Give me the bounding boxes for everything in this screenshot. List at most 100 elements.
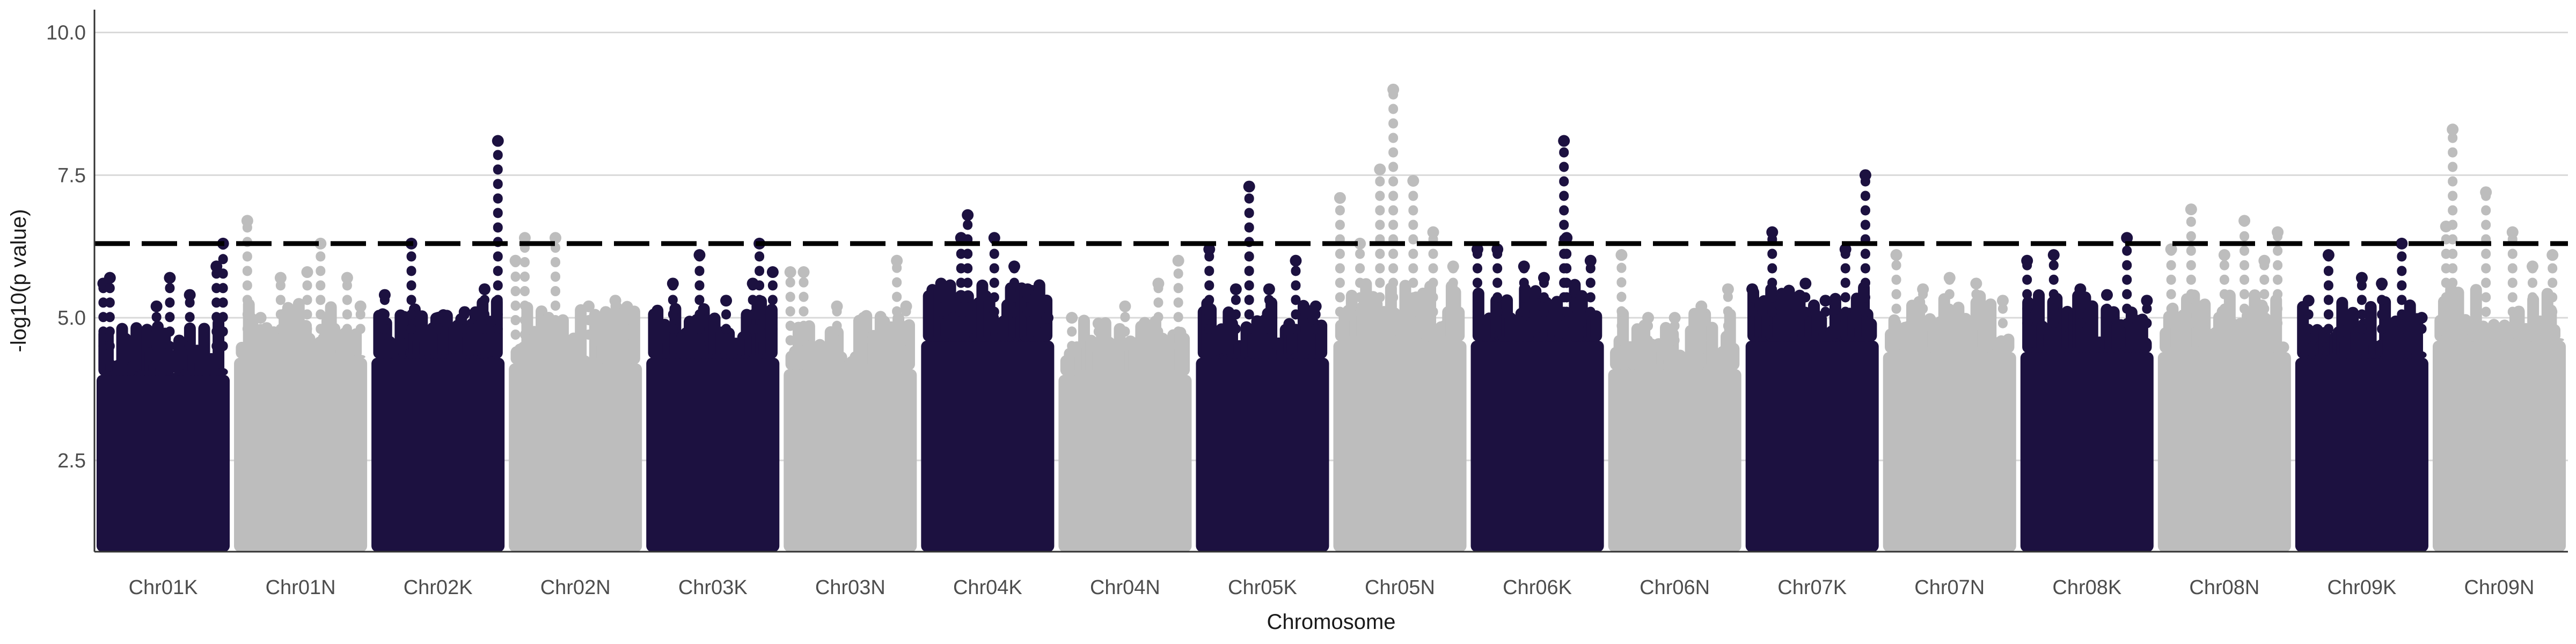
- point: [1119, 300, 1131, 312]
- point: [797, 266, 810, 279]
- point: [432, 312, 444, 324]
- chromosome-group-chr06n: [1608, 249, 1741, 552]
- axes: [93, 10, 2568, 553]
- point: [667, 277, 679, 290]
- point: [2101, 289, 2113, 301]
- point-column: [2140, 337, 2152, 353]
- point: [1387, 83, 1400, 96]
- point: [1172, 254, 1184, 267]
- point: [1230, 283, 1242, 295]
- point-column: [2414, 351, 2427, 359]
- chromosome-group-chr05k: [1196, 180, 1329, 552]
- point: [720, 295, 733, 307]
- point: [1407, 174, 1419, 187]
- point-column: [2549, 324, 2561, 342]
- point-column: [903, 319, 916, 370]
- point: [1518, 260, 1530, 273]
- point-cloud: [1333, 340, 1467, 552]
- chromosome-group-chr07n: [1883, 249, 2016, 552]
- chromosome-group-chr01k: [97, 237, 230, 552]
- x-tick-label: Chr07K: [1777, 576, 1847, 599]
- chromosome-group-chr02k: [371, 135, 505, 552]
- point: [1584, 254, 1597, 267]
- point-cloud: [2020, 352, 2154, 552]
- point: [354, 300, 367, 312]
- point: [1819, 295, 1832, 307]
- point: [1943, 272, 1956, 284]
- point-cloud: [97, 375, 230, 552]
- point-column: [350, 328, 362, 359]
- point: [1839, 243, 1851, 255]
- point: [2355, 272, 2368, 284]
- x-tick-label: Chr05N: [1365, 576, 1435, 599]
- point: [478, 283, 491, 295]
- point-cloud: [646, 357, 780, 552]
- point: [1263, 283, 1275, 295]
- x-tick-label: Chr05K: [1228, 576, 1297, 599]
- chromosome-group-chr07k: [1745, 169, 1879, 552]
- point: [254, 312, 267, 324]
- point: [2021, 254, 2033, 267]
- point: [1290, 254, 1302, 267]
- point: [2416, 312, 2428, 324]
- point-column: [575, 304, 587, 365]
- point: [988, 232, 1000, 244]
- chromosome-group-chr04k: [921, 209, 1055, 552]
- point-cloud: [1745, 340, 1879, 552]
- point: [935, 277, 947, 290]
- x-tick-label: Chr09K: [2327, 576, 2396, 599]
- point: [518, 232, 531, 244]
- y-tick-label: 2.5: [57, 450, 86, 472]
- point: [2376, 277, 2388, 290]
- point-column: [1794, 289, 1806, 342]
- x-tick-label: Chr08K: [2052, 576, 2121, 599]
- y-tick-labels: 2.5 5.0 7.5 10.0: [46, 22, 86, 472]
- point: [1746, 283, 1759, 295]
- point: [609, 295, 621, 307]
- point: [104, 272, 116, 284]
- point: [625, 312, 638, 324]
- point-column: [2002, 333, 2015, 353]
- chromosome-group-chr05n: [1333, 83, 1467, 552]
- point-cloud: [234, 357, 368, 552]
- point: [509, 254, 522, 267]
- point: [549, 232, 561, 244]
- point: [274, 272, 287, 284]
- point: [1695, 300, 1708, 312]
- point-column: [130, 322, 143, 376]
- point-cloud: [784, 369, 917, 552]
- point-column: [303, 333, 316, 359]
- point: [2480, 186, 2492, 199]
- chromosome-group-chr09n: [2432, 123, 2566, 552]
- point: [2258, 254, 2271, 267]
- y-tick-label: 10.0: [46, 22, 86, 45]
- x-tick-label: Chr04N: [1090, 576, 1160, 599]
- point: [378, 289, 391, 301]
- point: [458, 306, 471, 318]
- chromosome-group-chr01n: [234, 215, 368, 552]
- point: [831, 300, 843, 312]
- point: [301, 266, 313, 279]
- chromosome-group-chr08k: [2020, 232, 2154, 552]
- point: [693, 249, 706, 261]
- point: [1243, 180, 1255, 193]
- point-column: [2277, 341, 2289, 353]
- chromosome-group-chr06k: [1470, 135, 1604, 552]
- point: [164, 272, 176, 284]
- y-tick-label: 7.5: [57, 164, 86, 187]
- point: [2165, 243, 2177, 255]
- point: [1354, 237, 1366, 250]
- point: [2121, 232, 2133, 244]
- point: [1021, 283, 1034, 295]
- point: [1066, 312, 1078, 324]
- point: [241, 215, 253, 227]
- point: [766, 266, 779, 279]
- point: [1799, 277, 1812, 290]
- point-cloud: [1196, 357, 1329, 552]
- point-column: [1865, 318, 1877, 342]
- point: [2546, 249, 2559, 261]
- x-tick-label: Chr08N: [2189, 576, 2259, 599]
- point: [150, 300, 163, 312]
- point: [2047, 249, 2060, 261]
